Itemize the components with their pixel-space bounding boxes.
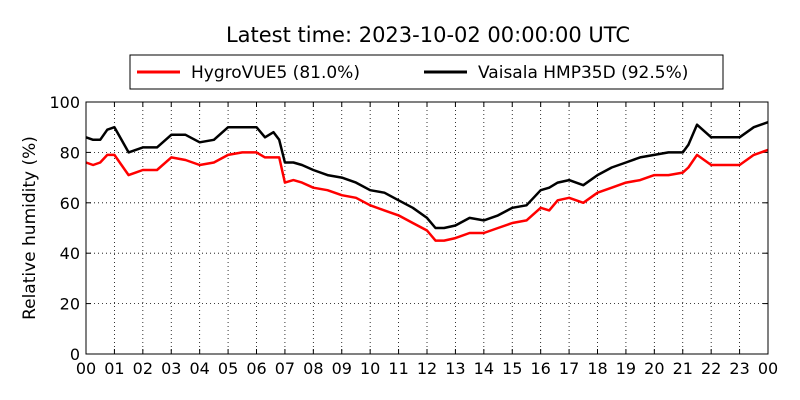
x-tick-label: 10 [360,359,380,378]
x-tick-label: 11 [388,359,408,378]
grid [86,102,768,354]
series-lines [85,121,769,242]
legend-label-hygrovue5: HygroVUE5 (81.0%) [191,63,360,83]
legend: HygroVUE5 (81.0%) Vaisala HMP35D (92.5%) [129,54,724,90]
chart-title: Latest time: 2023-10-02 00:00:00 UTC [226,23,630,47]
x-tick-label: 05 [218,359,238,378]
x-tick-label: 00 [76,359,96,378]
x-tick-label: 09 [332,359,352,378]
series-line-vaisala [85,121,769,230]
y-tick-label: 20 [60,295,80,314]
x-tick-label: 13 [445,359,465,378]
x-tick-label: 03 [161,359,181,378]
x-tick-label: 02 [133,359,153,378]
plot-frame [85,101,769,355]
x-tick-label: 20 [644,359,664,378]
x-tick-label: 18 [587,359,607,378]
x-tick-label: 01 [104,359,124,378]
x-tick-label: 15 [502,359,522,378]
x-tick-label: 17 [559,359,579,378]
x-tick-label: 06 [246,359,266,378]
x-tick-label: 08 [303,359,323,378]
axis-ticks: 00 01 02 03 04 05 06 07 08 09 10 11 12 13 14 15 16 17 18 19… [49,93,778,378]
series-line-hygrovue5 [85,148,769,242]
y-tick-label: 0 [70,345,80,364]
x-tick-label: 07 [275,359,295,378]
y-tick-label: 100 [49,93,80,112]
y-tick-label: 40 [60,244,80,263]
x-tick-label: 19 [616,359,636,378]
x-tick-label: 21 [673,359,693,378]
y-tick-label: 60 [60,194,80,213]
x-tick-label: 00 [758,359,778,378]
y-tick-label: 80 [60,143,80,162]
x-tick-label: 23 [729,359,749,378]
x-tick-label: 12 [417,359,437,378]
legend-label-vaisala: Vaisala HMP35D (92.5%) [478,63,688,83]
x-tick-label: 04 [189,359,209,378]
x-tick-label: 22 [701,359,721,378]
x-tick-label: 14 [474,359,494,378]
x-tick-label: 16 [530,359,550,378]
y-axis-label: Relative humidity (%) [20,136,40,320]
